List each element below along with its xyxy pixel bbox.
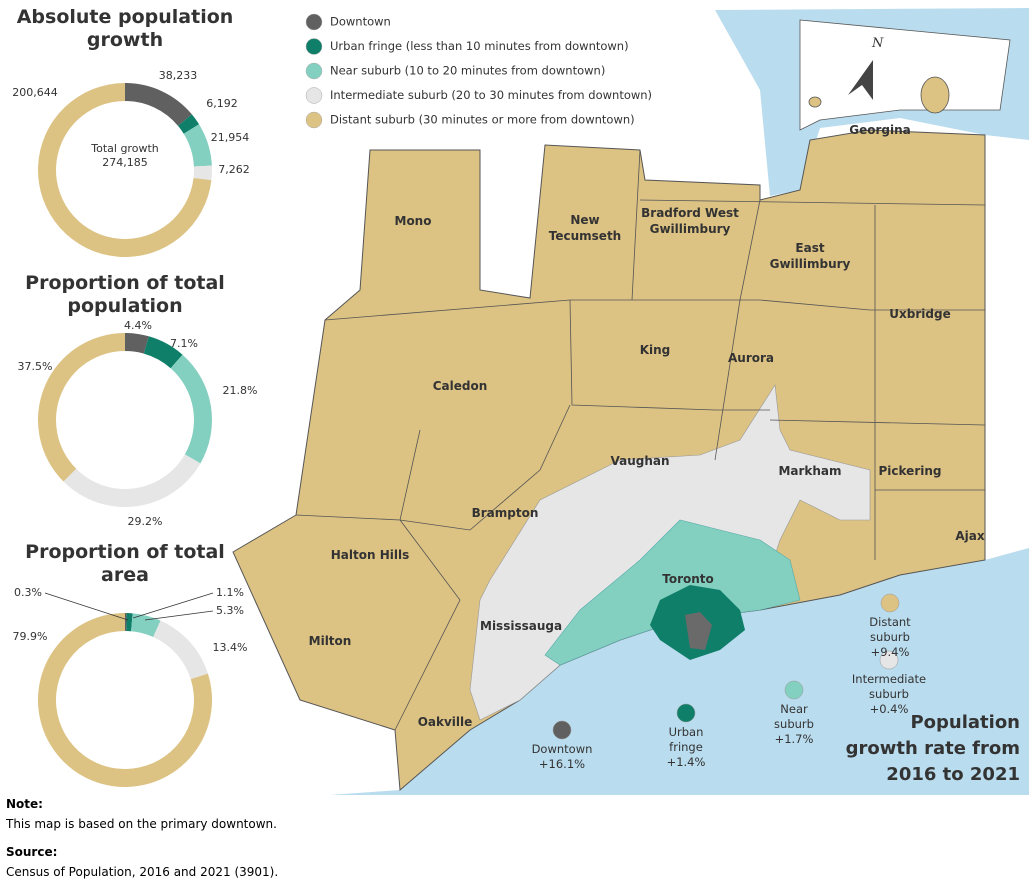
donut-slice: [170, 354, 213, 464]
growth-marker: [784, 680, 804, 700]
growth-name: Near suburb: [774, 702, 814, 731]
place-label: Milton: [308, 634, 352, 648]
value-label: 0.3%: [14, 586, 42, 599]
land: [232, 129, 986, 792]
near-suburb: [544, 519, 801, 666]
value-label: 4.4%: [124, 319, 152, 332]
growth-marker: [676, 703, 696, 723]
growth-name: Intermediate suburb: [851, 672, 927, 701]
growth-rate: +1.4%: [666, 755, 706, 769]
place-label: Uxbridge: [889, 307, 951, 321]
value-label: 5.3%: [216, 604, 244, 617]
place-label: Mississauga: [480, 619, 563, 633]
source-text: Census of Population, 2016 and 2021 (390…: [6, 865, 279, 879]
downtown: [685, 612, 712, 650]
place-label: Brampton: [471, 506, 539, 520]
place-label: Ajax: [955, 529, 985, 543]
value-label: 37.5%: [18, 360, 53, 373]
value-label: 1.1%: [216, 586, 244, 599]
donut-slice: [126, 613, 133, 632]
value-label: 21,954: [211, 131, 250, 144]
legend-swatch: [305, 111, 323, 129]
place-label: New Tecumseth: [548, 213, 622, 243]
donut-slice: [153, 620, 208, 680]
growth-name: Distant suburb: [869, 615, 911, 644]
donut-slice: [143, 336, 183, 369]
place-label: Aurora: [727, 351, 774, 365]
donut-slice: [63, 454, 201, 508]
chart-title: Proportion of total population: [25, 272, 225, 317]
growth-marker: [552, 720, 572, 740]
growth-name: Downtown: [531, 742, 593, 756]
place-label: Vaughan: [610, 454, 670, 468]
donut-slice: [177, 114, 200, 134]
map-background: [232, 0, 1029, 795]
leader-line: [44, 592, 129, 621]
value-label: 7.1%: [170, 337, 198, 350]
donut-slice: [193, 165, 212, 181]
place-label: Bradford West Gwillimbury: [641, 206, 739, 236]
growth-rate: +0.4%: [869, 702, 909, 716]
island: [920, 76, 950, 114]
donut-slice: [125, 83, 192, 126]
place-label: Markham: [778, 464, 842, 478]
chart-title: Absolute population growth: [16, 6, 234, 51]
legend-label: Near suburb (10 to 20 minutes from downt…: [330, 64, 605, 78]
legend-swatch: [305, 87, 323, 104]
legend-label: Intermediate suburb (20 to 30 minutes fr…: [330, 88, 652, 102]
legend-label: Distant suburb (30 minutes or more from …: [330, 113, 635, 127]
leader-line: [132, 592, 214, 619]
source-heading: Source:: [6, 845, 58, 859]
center-text: Total growth: [90, 142, 158, 155]
growth-marker: [879, 650, 899, 670]
donut-slice: [183, 124, 212, 167]
growth-name: Urban fringe: [668, 725, 704, 754]
island: [808, 96, 822, 108]
place-label: King: [639, 343, 671, 357]
growth-title: Population growth rate from 2016 to 2021: [845, 712, 1020, 785]
leader-line: [144, 610, 214, 621]
legend-label: Urban fringe (less than 10 minutes from …: [330, 39, 629, 53]
donut-slice: [125, 333, 149, 354]
value-label: 38,233: [159, 69, 198, 82]
value-label: 7,262: [218, 163, 250, 176]
donut-slice: [38, 333, 125, 482]
place-label: East Gwillimbury: [769, 241, 851, 271]
growth-rate: +9.4%: [870, 645, 910, 659]
note-text: This map is based on the primary downtow…: [6, 817, 277, 831]
value-label: 13.4%: [213, 641, 248, 654]
lake-ontario: [330, 548, 1029, 795]
growth-marker: [880, 593, 900, 613]
value-label: 29.2%: [128, 515, 163, 528]
value-label: 79.9%: [13, 630, 48, 643]
legend-swatch: [305, 38, 323, 55]
value-label: 21.8%: [223, 384, 258, 397]
donut-slice: [125, 613, 127, 632]
growth-rate: +1.7%: [774, 732, 814, 746]
value-label: 6,192: [206, 97, 238, 110]
note-heading: Note:: [6, 797, 43, 811]
place-label: Toronto: [662, 572, 714, 586]
place-label: Halton Hills: [330, 548, 410, 562]
north-land: [799, 19, 1011, 131]
chart-title: Proportion of total area: [25, 541, 225, 586]
north-label: N: [872, 36, 884, 51]
center-total: 274,185: [102, 156, 148, 169]
legend-swatch: [305, 62, 323, 80]
legend-label: Downtown: [330, 15, 391, 29]
value-label: 200,644: [12, 86, 58, 99]
place-label: Caledon: [432, 379, 488, 393]
place-label: Oakville: [417, 715, 473, 729]
place-label: Georgina: [849, 123, 911, 137]
boundaries: [295, 149, 986, 731]
place-label: Pickering: [878, 464, 942, 478]
legend-swatch: [305, 13, 323, 31]
growth-rate: +16.1%: [538, 757, 586, 771]
north-arrow: [848, 60, 873, 100]
place-label: Mono: [394, 214, 432, 228]
